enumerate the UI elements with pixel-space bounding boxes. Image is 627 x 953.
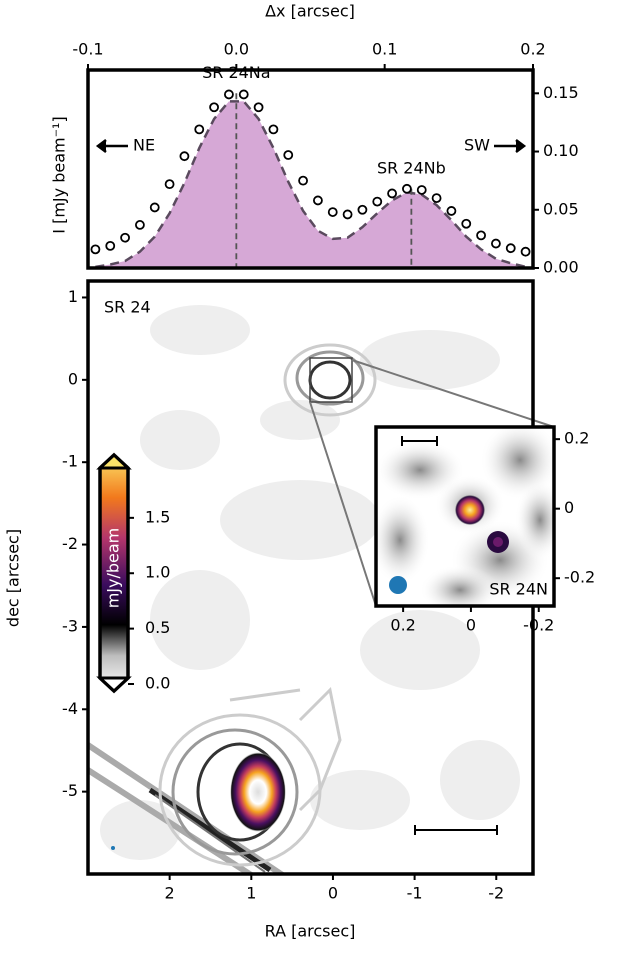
model-area [95, 101, 526, 269]
tick-label: 0.1 [372, 40, 397, 59]
tick-label: -5 [62, 781, 78, 800]
main-y-label: dec [arcsec] [4, 529, 23, 627]
colorbar-tick-label: 1.0 [145, 563, 170, 582]
data-point [372, 196, 383, 207]
sw-arrow [494, 139, 527, 153]
data-point [327, 207, 338, 217]
tick-label: 2 [165, 884, 175, 903]
tick-label: -4 [62, 699, 78, 718]
zoom-lines [309, 359, 555, 607]
data-point [238, 89, 249, 100]
ne-arrow [95, 139, 128, 153]
tick-label: 0 [564, 498, 574, 517]
data-point [224, 89, 234, 100]
tick-label: -0.2 [564, 568, 595, 587]
tick-label: -1 [407, 884, 423, 903]
data-point [446, 206, 457, 216]
tick-label: 0.0 [224, 40, 249, 59]
data-point [520, 246, 531, 257]
profile-frame [86, 68, 535, 270]
sky-image [88, 305, 520, 874]
top-x-label: Δx [arcsec] [265, 2, 355, 21]
colorbar-label: mJy/beam [104, 528, 123, 609]
data-point [179, 151, 190, 162]
inset-image [376, 427, 554, 606]
tick-label: 0.2 [390, 616, 415, 635]
data-point [387, 188, 397, 199]
data-point [313, 195, 323, 206]
tick-label: 0.2 [564, 429, 589, 448]
tick-label: -0.2 [523, 616, 554, 635]
tick-label: -3 [62, 616, 78, 635]
data-point [105, 240, 116, 251]
tick-label: 1 [68, 287, 78, 306]
tick-label: 0.00 [543, 258, 579, 277]
tick-label: 0.10 [543, 141, 579, 160]
peak-label: SR 24Nb [377, 158, 446, 177]
tick-label: -2 [488, 884, 504, 903]
inset-frame [374, 425, 556, 608]
sw-label: SW [464, 136, 490, 155]
model-line [95, 100, 526, 269]
data-point [90, 244, 101, 255]
data-point [298, 175, 308, 186]
top-y-label: I [mJy beam⁻¹] [50, 116, 69, 233]
tick-label: 0 [328, 884, 338, 903]
data-point [164, 179, 175, 190]
data-point [431, 193, 442, 204]
tick-label: 0.15 [543, 83, 579, 102]
colorbar-tick-label: 0.5 [145, 618, 170, 637]
tick-label: 0 [466, 616, 476, 635]
data-point [209, 102, 219, 113]
data-point [253, 102, 264, 113]
data-point [416, 185, 427, 195]
data-point [357, 204, 368, 215]
data-point [268, 124, 279, 135]
data-point [476, 230, 486, 241]
tick-label: 1 [246, 884, 256, 903]
tick-label: 0.05 [543, 199, 579, 218]
ne-label: NE [133, 136, 155, 155]
data-point [283, 150, 294, 160]
data-point [461, 218, 472, 229]
data-point [505, 243, 516, 254]
data-point [135, 220, 145, 230]
colorbar-tick-label: 0.0 [145, 674, 170, 693]
tick-label: 0 [68, 369, 78, 388]
data-point [149, 202, 160, 213]
colorbar-tick-label: 1.5 [145, 507, 170, 526]
data-point [402, 183, 412, 194]
data-point [491, 238, 501, 249]
tick-label: 0.2 [520, 40, 545, 59]
tick-label: -1 [62, 452, 78, 471]
tick-label: -0.1 [72, 40, 103, 59]
peak-label: SR 24Na [202, 63, 271, 82]
data-point [342, 209, 353, 220]
data-point [120, 232, 130, 243]
main-x-label: RA [arcsec] [265, 922, 356, 941]
inset-label: SR 24N [489, 580, 548, 599]
tick-label: -2 [62, 534, 78, 553]
data-point [194, 124, 205, 135]
panel-label: SR 24 [104, 298, 151, 317]
